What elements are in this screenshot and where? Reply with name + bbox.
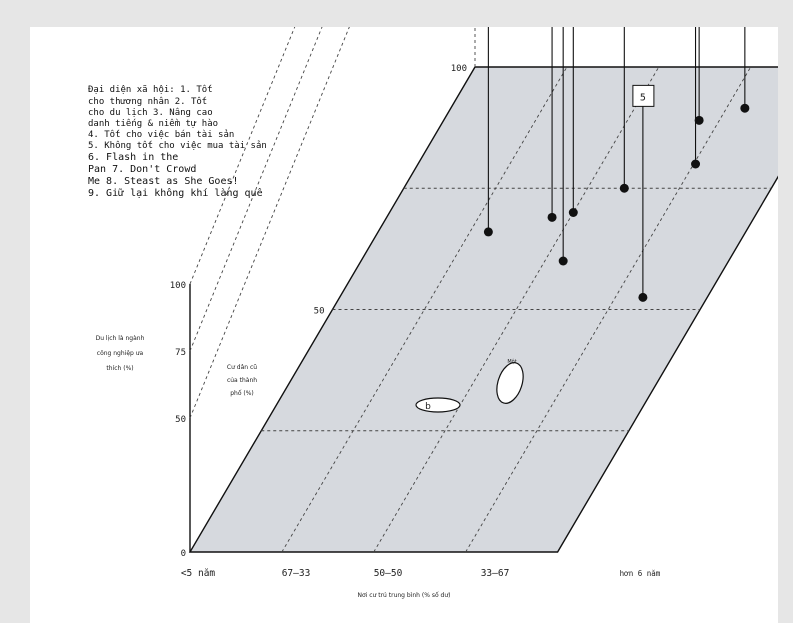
legend-line: cho du lịch 3. Nâng cao [88,108,213,118]
z-tick-label: 0 [181,549,186,559]
point-6-marker [691,159,701,169]
point-5-marker [638,292,648,302]
x-tick-label: 33–67 [481,568,510,579]
point-2-marker [483,227,493,237]
legend-line: 6. Flash in the [88,152,179,163]
cluster-ellipse [415,397,461,413]
y-axis-title: Cư dân cũ [227,364,257,371]
chart-card: 0 50 75 100 Du lịch là ngành công nghiệp ưa th… [30,27,778,623]
z-tick-label: 75 [175,348,186,358]
floor-grid-line [465,66,752,553]
cluster-ellipse [496,362,524,404]
point-5-box [632,84,655,107]
legend-line: Đại diện xã hội: 1. Tốt [88,85,213,95]
cluster-label: b [425,402,431,412]
x-tick-label: 50–50 [374,568,403,579]
x-axis-title: Nơi cư trú trung bình (% số dư) [357,592,450,599]
legend-line: Me 8. Steast as She Goes! [88,176,239,187]
x-tick-label: 67–33 [282,568,311,579]
legend-line: 9. Giữ lại không khí làng quê [88,188,263,199]
x-tick-label: hơn 6 năm [620,569,661,578]
legend-line: danh tiếng & niềm tự hào [88,119,219,129]
legend-line: Pan 7. Don't Crowd [88,164,197,175]
x-tick-label: <5 năm [181,568,216,579]
floor-grid-line [281,66,568,553]
floor-grid-line [373,66,660,553]
z-axis-title: Du lịch là ngành [96,335,145,342]
y-tick-label: 50 [314,307,325,317]
point-8-marker [568,208,578,217]
y-axis-title: của thành [227,377,257,384]
z-axis-title: công nghiệp ưa [97,350,144,357]
point-5-label: 5 [640,92,646,103]
y-axis-title: phố (%) [230,390,254,397]
y-tick-label: 100 [451,64,467,74]
point-7-marker [558,256,568,266]
z-axis-title: thích (%) [106,365,133,372]
point-4-marker [740,103,750,113]
point-3-marker [694,115,704,125]
legend-line: cho thương nhân 2. Tốt [88,97,208,107]
point-1-marker [619,183,629,193]
legend: Đại diện xã hội: 1. Tốt cho thương nhân 2… [88,85,267,200]
z-tick-label: 50 [175,415,186,425]
legend-line: 4. Tốt cho việc bán tài sản [88,130,235,140]
z-tick-label: 100 [170,281,186,291]
cluster-label: Một [507,358,516,365]
point-9-marker [547,212,557,222]
legend-line: 5. Không tốt cho việc mua tài sản [88,141,267,151]
scatter-3d-chart: 0 50 75 100 Du lịch là ngành công nghiệp ưa th… [96,27,778,599]
